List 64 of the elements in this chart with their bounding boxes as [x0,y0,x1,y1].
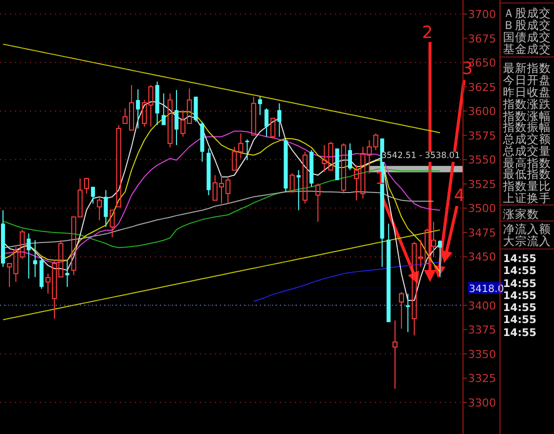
text: 14:55 [503,253,536,265]
candlestick [174,90,179,146]
y-tick-label: 3525 [468,178,496,191]
line-series [2,44,440,134]
candlestick [104,190,108,228]
text: 最新指数 [503,61,551,75]
candlestick [162,92,166,126]
candlestick [277,102,282,138]
text: 总成交量 [502,144,551,158]
text: 14:55 [503,327,536,339]
text: 指数量比 [502,179,551,193]
text: 基金成交 [503,42,551,56]
text: 涨家数 [503,207,539,221]
y-tick-label: 3350 [468,348,496,361]
candlestick [348,142,352,171]
text: Ｂ股成交 [503,18,551,32]
candlestick [406,293,410,333]
text: 总成交额 [502,132,551,146]
y-tick-label: 3475 [468,226,496,240]
text: 今日开盘 [503,73,551,87]
y-tick-label: 3600 [468,105,496,118]
text: 14:55 [503,302,536,314]
candlestick [65,260,70,288]
candlestick [136,88,140,129]
y-tick-label: 3625 [468,80,496,94]
y-tick-label: 3575 [468,129,496,142]
text: 最高指数 [503,156,551,170]
y-tick-label: 3675 [468,32,496,46]
text: 最低指数 [503,167,551,181]
y-tick-label: 3700 [468,8,496,21]
y-tick-label: 3500 [468,202,496,216]
text: 指数振幅 [502,120,551,134]
text: 14:55 [503,290,536,302]
candlestick [194,96,198,122]
line-series [253,262,440,302]
candlestick [258,96,262,116]
text: 大宗流入 [503,234,551,248]
y-tick-label: 3300 [468,396,496,410]
text: 净流入额 [503,222,551,236]
text: 指数涨幅 [502,109,551,123]
candlestick [438,240,442,278]
text: 14:55 [503,265,536,277]
candlestick [296,170,301,211]
line-series [2,168,440,248]
line-series [2,229,440,320]
candlestick [264,108,268,138]
candlestick [26,232,31,280]
y-tick-label: 3400 [468,299,496,312]
y-tick-label: 3450 [468,250,496,264]
candlestick [90,186,95,204]
y-tick-label: 3375 [468,324,496,337]
candlestick [392,320,398,390]
text: 14:55 [503,314,536,326]
text: 上证换手 [503,191,551,205]
annotation: 1 [375,169,386,189]
y-tick-label: 3325 [468,372,496,386]
text: 昨日收盘 [503,85,551,99]
y-tick-label: 3550 [468,154,496,167]
annotation: 2 [422,23,433,43]
text: Ａ股成交 [503,6,551,20]
text: 14:55 [503,278,536,290]
text: 指数涨跌 [502,97,551,111]
text: 国债成交 [503,30,551,44]
candlestick [33,240,38,278]
